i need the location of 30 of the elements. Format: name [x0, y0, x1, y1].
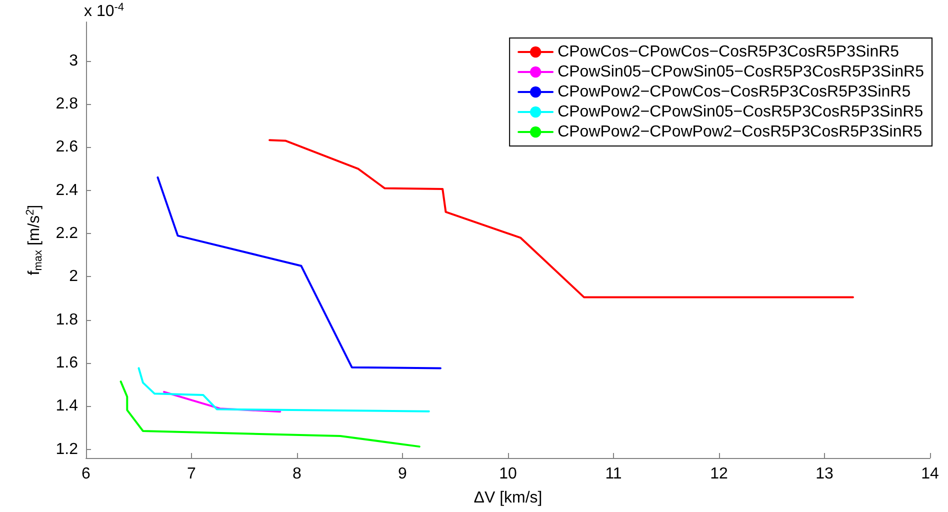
- line-series: [138, 367, 430, 412]
- x-axis-title: ΔV [km/s]: [474, 490, 542, 506]
- x-tick-label: 13: [816, 466, 834, 482]
- y-tick-label: 1.2: [56, 440, 78, 458]
- x-tick-label: 6: [82, 466, 91, 482]
- y-tick-label: 2.8: [56, 96, 78, 113]
- line-series: [268, 139, 854, 298]
- line-series: [120, 380, 420, 448]
- x-tick-label: 11: [605, 466, 622, 482]
- x-tick-label: 14: [921, 466, 939, 482]
- y-tick-label: 2: [69, 268, 78, 286]
- legend-label: CPowPow2−CPowPow2−CosR5P3CosR5P3SinR5: [558, 124, 922, 140]
- legend-label: CPowPow2−CPowSin05−CosR5P3CosR5P3SinR5: [558, 104, 924, 120]
- y-tick-label: 3: [69, 52, 78, 70]
- x-tick-label: 10: [499, 466, 517, 482]
- legend-label: CPowSin05−CPowSin05−CosR5P3CosR5P3SinR5: [558, 64, 924, 80]
- legend-label: CPowPow2−CPowCos−CosR5P3CosR5P3SinR5: [558, 84, 911, 100]
- y-tick-label: 2.6: [56, 138, 78, 156]
- x-tick-label: 7: [187, 466, 196, 482]
- y-tick-label: 1.6: [56, 354, 78, 372]
- x-tick-label: 9: [398, 466, 408, 482]
- y-tick-label: 2.2: [56, 225, 78, 242]
- x-tick-label: 12: [710, 466, 728, 482]
- line-series: [156, 176, 442, 370]
- y-tick-label: 1.8: [56, 311, 78, 328]
- y-tick-label: 1.4: [56, 398, 78, 415]
- y-tick-label: 2.4: [56, 182, 78, 199]
- legend-label: CPowCos−CPowCos−CosR5P3CosR5P3SinR5: [558, 44, 900, 60]
- y-axis-title: fmax [m/s2]: [24, 204, 44, 276]
- x-tick-label: 8: [292, 466, 302, 482]
